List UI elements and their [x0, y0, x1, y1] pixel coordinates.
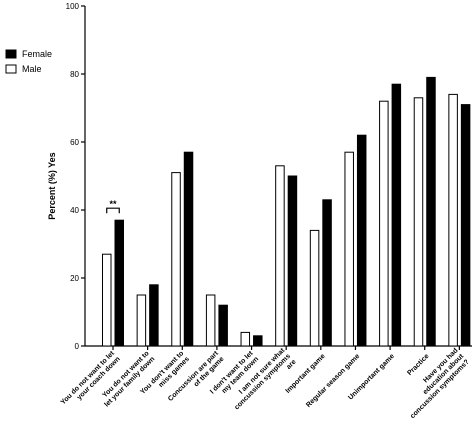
y-axis-title: Percent (%) Yes [47, 152, 57, 219]
bar-male [344, 151, 354, 347]
y-tick-label: 40 [70, 206, 79, 215]
bar-male [136, 294, 147, 347]
significance-bracket [106, 207, 120, 214]
legend: Female Male [5, 49, 52, 74]
legend-swatch-male [5, 64, 17, 74]
bar-male [102, 253, 112, 347]
y-tick-label: 0 [75, 342, 80, 351]
bar-female [287, 175, 298, 347]
significance-label: ** [109, 199, 117, 209]
bar-female [356, 134, 367, 347]
bar-male [205, 294, 216, 347]
bars [102, 76, 471, 347]
legend-swatch-female [5, 49, 17, 59]
legend-label-male: Male [22, 64, 42, 74]
bar-female [218, 304, 228, 347]
bar-male [309, 229, 320, 347]
bar-female [114, 219, 124, 347]
bar-female [322, 199, 332, 347]
bar-female [460, 104, 471, 347]
y-tick-label: 100 [66, 2, 80, 11]
annotations: ** [106, 199, 120, 214]
bar-male [275, 165, 285, 347]
bar-female [426, 76, 436, 347]
bar-male [448, 93, 458, 347]
bar-male [379, 100, 389, 347]
bar-female [253, 335, 263, 347]
bar-male [240, 331, 251, 347]
legend-label-female: Female [22, 49, 52, 59]
y-tick-label: 80 [70, 70, 79, 79]
bar-female [183, 151, 194, 347]
bar-female [149, 284, 159, 347]
y-tick-label: 60 [70, 138, 79, 147]
bar-female [391, 83, 402, 347]
y-tick-label: 20 [70, 274, 79, 283]
bar-male [171, 172, 181, 347]
bar-male [413, 97, 424, 347]
